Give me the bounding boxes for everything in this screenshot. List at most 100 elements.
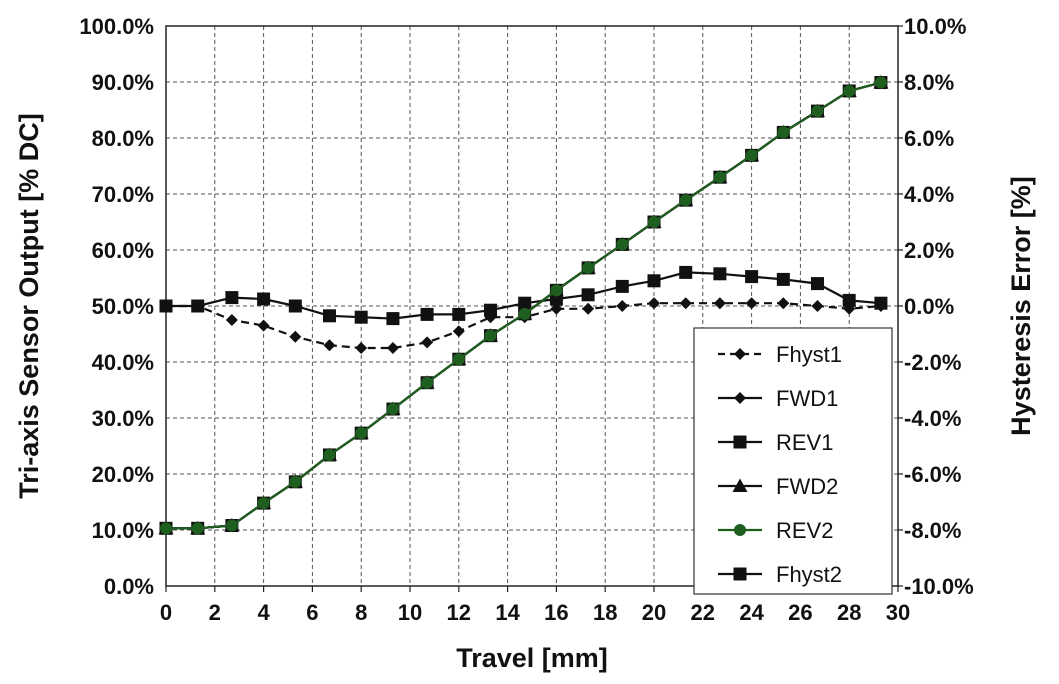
data-point-fhyst2	[518, 296, 532, 310]
y-tick-label: 60.0%	[92, 238, 154, 263]
data-point-fhyst2	[354, 310, 368, 324]
y2-tick-label: -4.0%	[904, 406, 961, 431]
data-point-rev2	[452, 353, 465, 366]
data-point-fhyst1	[777, 297, 790, 310]
y-tick-label: 40.0%	[92, 350, 154, 375]
data-point-rev2	[616, 238, 629, 251]
data-point-fhyst1	[550, 302, 563, 315]
y-tick-label: 80.0%	[92, 126, 154, 151]
y-tick-label: 30.0%	[92, 406, 154, 431]
y2-tick-label: 10.0%	[904, 14, 966, 39]
x-tick-label: 16	[544, 600, 568, 625]
x-tick-label: 0	[160, 600, 172, 625]
data-point-fhyst1	[745, 297, 758, 310]
x-tick-label: 6	[306, 600, 318, 625]
data-point-fhyst1	[582, 302, 595, 315]
data-point-rev2	[582, 261, 595, 274]
legend-item-fwd1: FWD1	[718, 386, 838, 411]
data-point-fhyst2	[776, 272, 790, 286]
data-point-fhyst2	[225, 291, 239, 305]
data-point-fhyst2	[288, 299, 302, 313]
legend-item-rev2: REV2	[718, 518, 833, 543]
data-point-fhyst2	[679, 265, 693, 279]
data-point-rev2	[843, 84, 856, 97]
data-point-fhyst2	[647, 274, 661, 288]
legend-item-rev1: REV1	[718, 430, 833, 455]
data-point-rev2	[777, 126, 790, 139]
data-point-rev2	[550, 284, 563, 297]
series-rev2	[160, 76, 887, 535]
x-tick-label: 10	[398, 600, 422, 625]
data-point-fhyst1	[257, 319, 270, 332]
data-point-rev2	[355, 427, 368, 440]
legend-label: FWD1	[776, 386, 838, 411]
data-point-fhyst1	[713, 297, 726, 310]
legend-marker	[732, 478, 748, 492]
data-point-rev2	[323, 448, 336, 461]
legend-marker	[734, 524, 746, 536]
legend-marker	[734, 392, 746, 404]
legend-item-fwd2: FWD2	[718, 474, 838, 499]
legend-label: REV2	[776, 518, 833, 543]
series-fhyst2	[159, 265, 888, 326]
x-tick-label: 12	[447, 600, 471, 625]
data-point-fhyst2	[874, 296, 888, 310]
legend-label: Fhyst2	[776, 562, 842, 587]
data-point-rev2	[191, 522, 204, 535]
data-point-rev2	[679, 194, 692, 207]
x-tick-label: 24	[739, 600, 764, 625]
data-point-fhyst2	[159, 299, 173, 313]
y2-axis-title: Hysteresis Error [%]	[1006, 176, 1036, 436]
data-point-rev2	[257, 497, 270, 510]
data-point-fhyst1	[679, 297, 692, 310]
data-point-fhyst1	[811, 300, 824, 312]
data-point-rev2	[160, 522, 172, 535]
legend-marker	[733, 435, 747, 449]
data-point-rev2	[225, 519, 238, 532]
x-axis-title: Travel [mm]	[456, 643, 608, 673]
y-tick-label: 0.0%	[104, 574, 154, 599]
data-point-fhyst1	[421, 336, 434, 349]
y2-tick-label: -6.0%	[904, 462, 961, 487]
data-point-fhyst1	[289, 330, 302, 343]
y-tick-label: 50.0%	[92, 294, 154, 319]
x-tick-label: 4	[257, 600, 270, 625]
data-point-rev2	[874, 76, 887, 89]
x-tick-label: 22	[691, 600, 715, 625]
legend: Fhyst1 FWD1 REV1 FWD2 REV2 Fhyst2	[693, 327, 893, 595]
series-layer	[158, 75, 889, 535]
y2-tick-label: 6.0%	[904, 126, 954, 151]
data-point-fhyst2	[322, 309, 336, 323]
y2-tick-label: 8.0%	[904, 70, 954, 95]
legend-box	[693, 327, 893, 595]
x-tick-label: 14	[495, 600, 520, 625]
data-point-fhyst2	[615, 279, 629, 293]
legend-item-fhyst2: Fhyst2	[718, 562, 842, 587]
data-point-fhyst1	[323, 339, 336, 352]
y2-tick-label: 4.0%	[904, 182, 954, 207]
data-point-rev2	[518, 307, 531, 320]
data-point-rev2	[484, 329, 497, 342]
legend-item-fhyst1: Fhyst1	[718, 342, 842, 367]
x-tick-label: 28	[837, 600, 861, 625]
data-point-fhyst2	[191, 299, 205, 313]
data-point-fhyst2	[713, 267, 727, 281]
y-tick-label: 20.0%	[92, 462, 154, 487]
y-tick-label: 100.0%	[79, 14, 154, 39]
x-tick-label: 30	[886, 600, 910, 625]
data-point-fhyst2	[257, 292, 271, 306]
data-point-rev2	[386, 403, 399, 416]
y2-tick-label: 2.0%	[904, 238, 954, 263]
data-point-fhyst2	[452, 307, 466, 321]
data-point-rev2	[648, 216, 660, 228]
data-point-fhyst1	[648, 297, 660, 310]
data-point-fhyst2	[484, 303, 498, 317]
data-point-fhyst1	[616, 300, 629, 312]
y2-tick-label: 0.0%	[904, 294, 954, 319]
legend-label: REV1	[776, 430, 833, 455]
data-point-rev2	[289, 475, 302, 488]
y2-tick-label: -2.0%	[904, 350, 961, 375]
y2-tick-label: -8.0%	[904, 518, 961, 543]
x-tick-label: 20	[642, 600, 666, 625]
legend-label: Fhyst1	[776, 342, 842, 367]
